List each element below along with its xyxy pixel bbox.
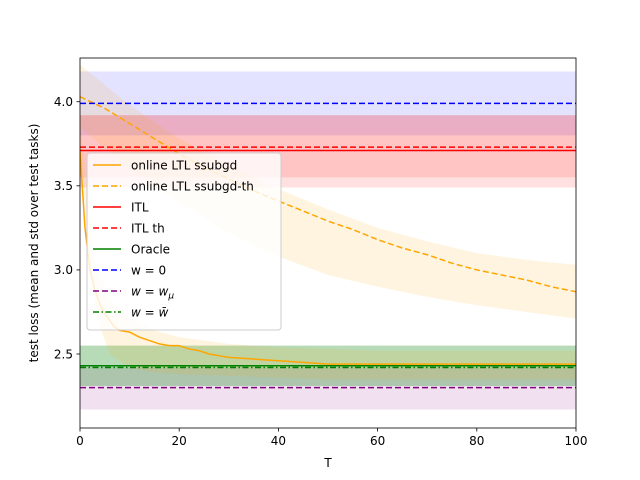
legend: online LTL ssubgd online LTL ssubgd-th ITL… [86, 152, 282, 331]
x-axis-label: T [323, 456, 332, 470]
y-tick-label: 3.0 [54, 263, 73, 277]
x-tick-label: 80 [469, 434, 484, 448]
legend-label-w-0: w = 0 [131, 264, 166, 278]
y-tick-label: 2.5 [54, 347, 73, 361]
x-axis: 0 20 40 60 80 100 [76, 428, 587, 448]
series-lines [80, 96, 576, 389]
legend-label-online-ltl-ssubgd-th: online LTL ssubgd-th [131, 180, 254, 194]
band-online-ltl-ssubgd-th-std [80, 64, 576, 319]
band-w-w-mu-std [80, 367, 576, 410]
x-tick-label: 40 [271, 434, 286, 448]
legend-label-itl-th: ITL th [131, 222, 165, 236]
x-tick-label: 60 [370, 434, 385, 448]
y-tick-label: 4.0 [54, 95, 73, 109]
legend-label-online-ltl-ssubgd: online LTL ssubgd [131, 159, 237, 173]
x-tick-label: 20 [172, 434, 187, 448]
legend-label-w-w-bar: w = w̄ [131, 306, 169, 320]
x-tick-label: 100 [565, 434, 588, 448]
legend-frame [86, 152, 282, 331]
y-axis-label: test loss (mean and std over test tasks) [27, 124, 41, 363]
legend-label-itl: ITL [131, 201, 149, 215]
plot-frame [79, 57, 577, 429]
series-online-ltl-ssubgd-th [80, 96, 576, 293]
legend-label-oracle: Oracle [131, 243, 170, 257]
y-tick-label: 3.5 [54, 179, 73, 193]
band-online-ltl-ssubgd-std [80, 118, 576, 380]
x-tick-label: 0 [76, 434, 84, 448]
legend-label-w-w-mu: w = wμ [131, 285, 174, 302]
y-axis: 2.5 3.0 3.5 4.0 [54, 95, 80, 361]
